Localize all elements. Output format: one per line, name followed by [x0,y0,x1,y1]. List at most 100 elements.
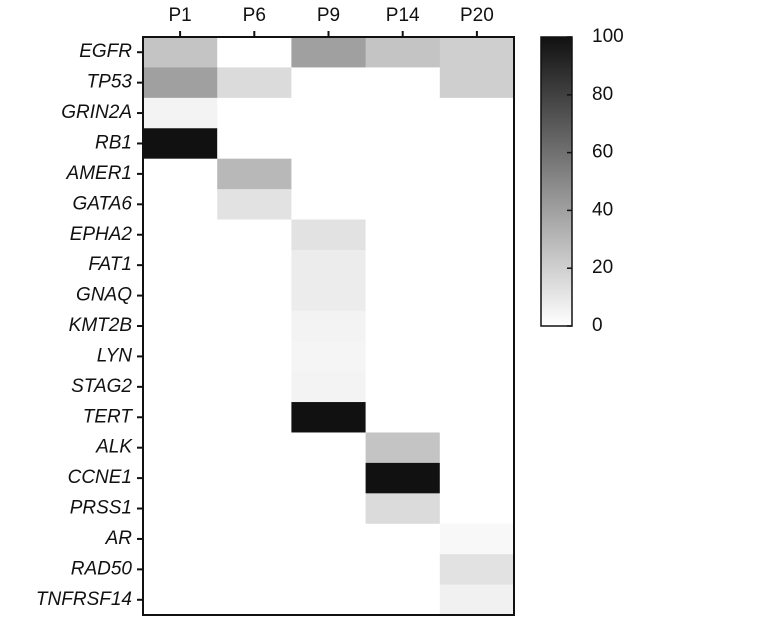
heatmap-cell [291,67,367,99]
heatmap-cell [143,402,218,433]
heatmap-cell [291,523,367,555]
heatmap-cell [143,97,218,129]
heatmap-cell [439,158,515,190]
heatmap-cell [365,493,441,525]
heatmap-cell [439,67,515,99]
heatmap-cell [143,371,218,403]
heatmap-cell [439,280,515,312]
heatmap-cell [143,523,218,555]
heatmap-cell [143,584,218,616]
heatmap-cell [439,554,515,586]
row-label: AR [105,528,133,549]
heatmap-cell [439,189,515,221]
heatmap-cell [365,432,441,464]
row-label: FAT1 [88,254,132,275]
heatmap-cell [291,37,367,68]
heatmap-cell [291,128,367,160]
column-label: P6 [243,5,266,26]
heatmap-cell [291,97,367,129]
heatmap-cell [143,189,218,221]
heatmap-cell [291,584,367,616]
heatmap-cell [217,341,292,373]
row-label: LYN [97,345,132,366]
heatmap-cell [439,523,515,555]
colorbar-tick-label: 80 [592,84,613,105]
row-label: PRSS1 [70,498,132,519]
heatmap-cell [143,158,218,190]
colorbar [540,36,573,327]
colorbar-tick-label: 60 [592,142,613,163]
heatmap-cell [217,402,292,433]
heatmap-cell [143,67,218,99]
heatmap-cell [217,249,292,281]
heatmap-cell [291,554,367,586]
heatmap-cell [439,584,515,616]
colorbar-tick-label: 20 [592,257,613,278]
heatmap-cell [365,249,441,281]
heatmap-cell [365,371,441,403]
heatmap-cell [291,310,367,342]
heatmap-cell [439,432,515,464]
row-label: TP53 [87,72,133,93]
row-label: EPHA2 [70,224,133,245]
row-label: GRIN2A [61,102,132,123]
colorbar-tick-label: 0 [592,315,603,336]
heatmap-cell [143,310,218,342]
heatmap-cell [143,37,218,68]
heatmap-cell [365,158,441,190]
column-label: P20 [460,5,494,26]
heatmap-cell [217,554,292,586]
heatmap-cell [217,37,292,68]
heatmap-cell [217,97,292,129]
heatmap-cell [365,523,441,555]
heatmap-cell [439,402,515,433]
heatmap-cell [439,219,515,251]
heatmap-cell [439,128,515,160]
heatmap-cell [291,371,367,403]
heatmap-cell [365,280,441,312]
row-label: STAG2 [71,376,132,397]
heatmap-cell [291,219,367,251]
row-label: KMT2B [69,315,133,336]
heatmap-cell [143,219,218,251]
row-label: ALK [95,437,133,458]
heatmap-cell [217,462,292,494]
heatmap-cell [365,67,441,99]
heatmap-cell [143,128,218,160]
heatmap-cell [291,189,367,221]
heatmap-cell [217,432,292,464]
heatmap-cell [291,158,367,190]
heatmap-cell [143,432,218,464]
row-label: CCNE1 [68,467,132,488]
row-label: AMER1 [66,163,132,184]
heatmap-cell [365,189,441,221]
heatmap-cell [439,493,515,525]
heatmap-cell [217,371,292,403]
heatmap-cell [217,67,292,99]
heatmap-cell [217,493,292,525]
heatmap-cell [291,402,367,433]
heatmap-cell [143,462,218,494]
heatmap-cell [217,158,292,190]
heatmap-cell [439,310,515,342]
heatmap-cell [439,462,515,494]
heatmap-cell [217,189,292,221]
heatmap-cell [365,310,441,342]
heatmap-cell [291,280,367,312]
row-label: GATA6 [73,193,133,214]
heatmap-cells [143,37,515,616]
heatmap-cell [217,280,292,312]
colorbar-tick-label: 40 [592,199,613,220]
heatmap-cell [217,584,292,616]
heatmap-cell [365,462,441,494]
heatmap-cell [217,219,292,251]
heatmap-cell [365,128,441,160]
row-label: RB1 [95,132,132,153]
heatmap-cell [439,371,515,403]
heatmap-cell [217,128,292,160]
heatmap-cell [291,249,367,281]
heatmap-cell [365,37,441,68]
heatmap-cell [291,462,367,494]
heatmap-cell [365,97,441,129]
